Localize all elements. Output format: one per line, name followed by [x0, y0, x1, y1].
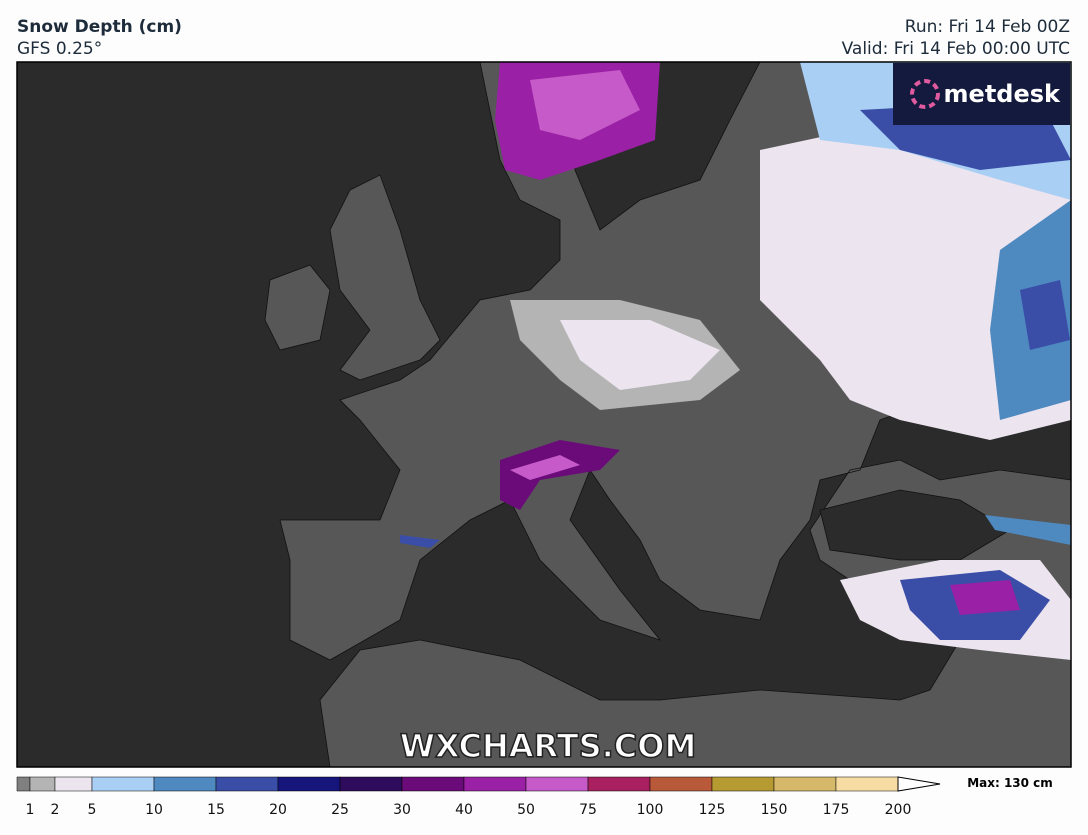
colorbar-tick-label: 2 [51, 802, 60, 818]
colorbar-tick-label: 40 [455, 802, 473, 818]
watermark: WXCHARTS.COM [400, 727, 697, 765]
colorbar-tick-label: 200 [885, 802, 912, 818]
colorbar-tick-label: 15 [207, 802, 225, 818]
title: Snow Depth (cm) [17, 17, 182, 37]
colorbar-tick-label: 5 [88, 802, 97, 818]
run: Run: Fri 14 Feb 00Z [905, 17, 1070, 37]
colorbar-under [16, 776, 31, 792]
colorbar-tick-label: 30 [393, 802, 411, 818]
colorbar-segment [587, 776, 651, 792]
colorbar-tick-label: 75 [579, 802, 597, 818]
colorbar-tick-label: 125 [699, 802, 726, 818]
colorbar-tick-label: 100 [637, 802, 664, 818]
colorbar-segment [339, 776, 403, 792]
max-label: Max: 130 cm [967, 776, 1053, 790]
colorbar-tick-label: 175 [823, 802, 850, 818]
colorbar-arrow [897, 776, 941, 792]
colorbar: 1 2 5 10 15 20 25 30 40 50 75 100 125 150 175 200 [16, 776, 941, 818]
map: metdesk WXCHARTS.COM [16, 61, 1072, 768]
colorbar-tick-label: 150 [761, 802, 788, 818]
colorbar-tick-label: 10 [145, 802, 163, 818]
model: GFS 0.25° [17, 39, 102, 59]
valid: Valid: Fri 14 Feb 00:00 UTC [842, 39, 1070, 59]
colorbar-segment [649, 776, 713, 792]
colorbar-tick-label: 25 [331, 802, 349, 818]
logo: metdesk [944, 80, 1062, 108]
colorbar-segment [773, 776, 837, 792]
colorbar-segment [91, 776, 155, 792]
colorbar-segment [215, 776, 279, 792]
colorbar-segment [835, 776, 899, 792]
colorbar-segment [525, 776, 589, 792]
colorbar-segment [54, 776, 93, 792]
colorbar-segment [401, 776, 465, 792]
colorbar-segment [277, 776, 341, 792]
colorbar-tick-label: 50 [517, 802, 535, 818]
colorbar-tick-label: 1 [26, 802, 35, 818]
colorbar-segment [29, 776, 56, 792]
colorbar-segment [711, 776, 775, 792]
colorbar-segment [463, 776, 527, 792]
colorbar-segment [153, 776, 217, 792]
colorbar-tick-label: 20 [269, 802, 287, 818]
